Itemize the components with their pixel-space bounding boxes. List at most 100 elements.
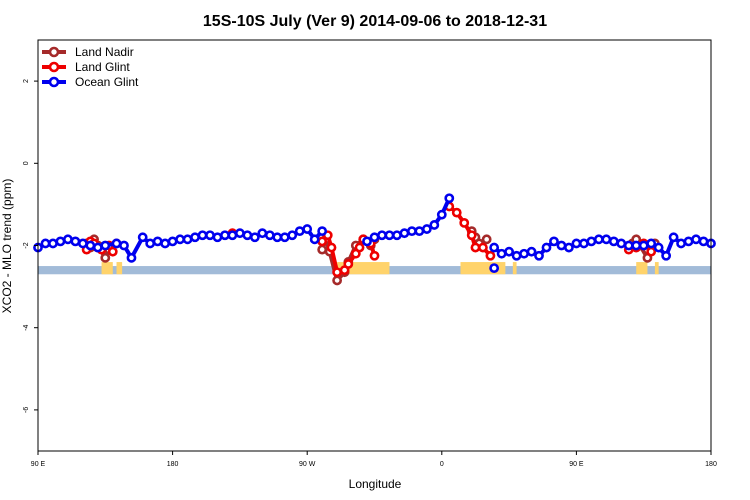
x-axis-label: Longitude — [349, 477, 402, 491]
data-point — [279, 232, 290, 243]
data-point — [100, 240, 111, 251]
chart-title: 15S-10S July (Ver 9) 2014-09-06 to 2018-… — [203, 13, 547, 30]
data-point — [205, 230, 215, 241]
data-point — [481, 234, 492, 245]
data-point — [249, 232, 260, 243]
data-point — [234, 228, 245, 239]
data-point — [489, 242, 500, 253]
data-point — [287, 230, 298, 241]
data-point — [421, 224, 432, 234]
data-point — [317, 244, 328, 255]
data-point — [392, 230, 402, 241]
data-point — [646, 246, 657, 257]
land-shade — [636, 262, 648, 275]
data-point — [661, 250, 672, 261]
legend-label: Land Nadir — [75, 45, 134, 59]
x-tick-label: 90 E — [569, 461, 584, 468]
data-point — [55, 236, 66, 247]
data-point — [326, 242, 337, 253]
data-point — [119, 240, 129, 251]
land-shade — [101, 262, 113, 275]
data-point — [377, 230, 387, 241]
data-point — [294, 226, 305, 237]
data-point — [126, 252, 137, 263]
y-tick-label: -2 — [23, 242, 30, 248]
data-point — [369, 232, 380, 243]
data-point — [571, 238, 582, 249]
data-point — [197, 230, 208, 241]
data-point — [137, 232, 148, 243]
axis-layer: 90 E 180 90 W 0 90 E 180 2 0 -2 -4 -6 — [23, 39, 717, 468]
data-point — [436, 209, 447, 220]
data-point — [586, 236, 597, 247]
data-point — [470, 242, 481, 253]
data-point — [167, 236, 178, 247]
data-point — [384, 230, 395, 241]
data-point — [152, 236, 163, 247]
data-point — [77, 238, 88, 249]
data-point — [332, 275, 343, 286]
data-point — [646, 238, 657, 249]
data-point — [145, 238, 156, 249]
data-point — [175, 234, 185, 245]
y-tick-label: -4 — [23, 324, 30, 330]
y-axis-label: XCO2 - MLO trend (ppm) — [0, 179, 14, 314]
y-tick-label: -6 — [23, 407, 30, 413]
data-point — [466, 230, 477, 241]
series-ocean-glint — [33, 193, 716, 274]
legend-swatch-marker — [48, 76, 60, 88]
data-point — [354, 242, 365, 253]
data-point — [85, 240, 96, 251]
data-point — [190, 232, 200, 243]
data-point — [264, 230, 275, 241]
y-tick-label: 2 — [23, 79, 30, 83]
data-point — [92, 242, 103, 253]
data-point — [511, 250, 522, 261]
y-tick-label: 0 — [23, 161, 30, 165]
legend-swatch-marker — [48, 46, 60, 58]
data-point — [608, 236, 619, 247]
data-point — [111, 238, 122, 249]
data-point — [242, 230, 253, 241]
data-point — [683, 236, 694, 247]
data-point — [534, 250, 544, 261]
data-point — [451, 207, 462, 218]
data-point — [257, 228, 268, 239]
data-point — [519, 248, 529, 259]
legend-label: Land Glint — [75, 60, 130, 74]
land-shade — [512, 262, 517, 275]
data-point — [362, 236, 372, 247]
data-point — [489, 263, 500, 274]
data-point — [212, 232, 223, 243]
data-point — [676, 238, 686, 249]
data-point — [485, 250, 496, 261]
data-point — [272, 232, 283, 243]
data-point — [444, 193, 455, 204]
data-point — [549, 236, 559, 247]
data-point — [668, 232, 679, 243]
data-point — [541, 242, 552, 253]
data-point — [631, 240, 642, 251]
data-point — [70, 236, 81, 247]
data-point — [414, 226, 425, 237]
data-point — [698, 236, 709, 247]
data-point — [160, 238, 171, 249]
data-point — [107, 246, 118, 257]
data-point — [182, 234, 193, 245]
data-point — [556, 240, 567, 251]
land-shade — [654, 262, 659, 275]
x-tick-label: 180 — [705, 461, 717, 468]
data-point — [227, 230, 238, 241]
series-layer — [33, 193, 716, 286]
data-point — [399, 228, 410, 239]
legend-label: Ocean Glint — [75, 75, 139, 89]
data-point — [526, 246, 537, 257]
data-point — [40, 238, 51, 249]
data-point — [302, 224, 313, 234]
data-point — [593, 234, 604, 245]
x-tick-label: 90 W — [299, 461, 316, 468]
x-tick-label: 0 — [440, 461, 444, 468]
data-point — [504, 246, 514, 257]
